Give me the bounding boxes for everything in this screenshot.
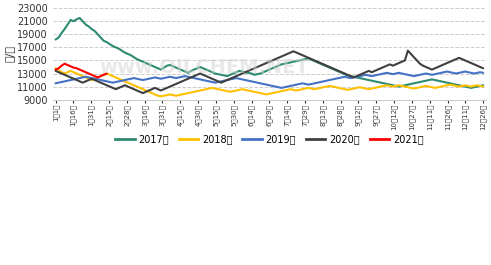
Text: www.OILCHEM.NET: www.OILCHEM.NET	[100, 58, 309, 77]
Y-axis label: 元/吨: 元/吨	[4, 45, 14, 62]
Legend: 2017年, 2018年, 2019年, 2020年, 2021年: 2017年, 2018年, 2019年, 2020年, 2021年	[111, 130, 428, 148]
